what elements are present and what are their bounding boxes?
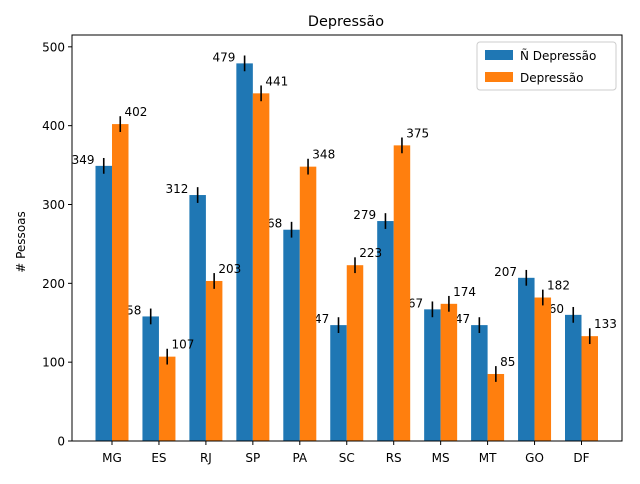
bar [299, 166, 317, 442]
data-label: 133 [594, 317, 617, 331]
data-label: 312 [165, 182, 188, 196]
x-tick-label: PA [292, 451, 307, 465]
y-tick-label: 500 [42, 40, 65, 54]
data-label: 279 [353, 208, 376, 222]
y-tick-label: 300 [42, 198, 65, 212]
x-tick-label: GO [525, 451, 544, 465]
data-label: 348 [312, 148, 335, 162]
bar [440, 303, 458, 441]
bar [189, 195, 206, 441]
y-tick-label: 400 [42, 119, 65, 133]
plot-frame [71, 34, 623, 442]
plot-area: 0100200300400500349158312479268147279167… [42, 40, 617, 465]
x-tick-label: ES [151, 451, 166, 465]
bar [236, 63, 253, 441]
x-tick-label: RJ [200, 451, 212, 465]
y-tick-label: 100 [42, 356, 65, 370]
data-label: 207 [494, 265, 517, 279]
series-1: 402 107 203 441 348 223 375 174 85 182 133 [112, 74, 617, 442]
legend-label: Depressão [520, 71, 584, 85]
legend-label: Ñ Depressão [520, 48, 596, 63]
legend-swatch [485, 50, 513, 60]
y-tick-label: 200 [42, 277, 65, 291]
bar [393, 145, 411, 441]
bar [487, 373, 505, 441]
legend-swatch [485, 72, 513, 82]
data-label: 402 [125, 105, 148, 119]
bar [518, 277, 535, 441]
bar [565, 314, 582, 441]
x-tick-label: SC [339, 451, 355, 465]
bar [95, 165, 112, 441]
bar [581, 336, 598, 441]
bar [534, 297, 552, 441]
y-axis-label: # Pessoas [14, 211, 28, 273]
bar [346, 265, 364, 441]
data-label: 479 [212, 50, 235, 64]
x-tick-label: MG [102, 451, 122, 465]
bar [471, 325, 488, 441]
data-label: 223 [359, 246, 382, 260]
bar [158, 356, 176, 441]
y-tick-label: 0 [57, 435, 65, 449]
data-label: 375 [406, 126, 429, 140]
bar [283, 229, 300, 441]
data-label: 85 [500, 355, 515, 369]
x-tick-label: MS [432, 451, 450, 465]
bar [142, 316, 159, 441]
x-tick-label: MT [479, 451, 497, 465]
x-tick-label: DF [573, 451, 589, 465]
bar [330, 325, 347, 441]
x-tick-label: RS [386, 451, 402, 465]
data-label: 441 [265, 74, 288, 88]
data-label: 203 [218, 262, 241, 276]
legend: Ñ Depressão Depressão [476, 41, 617, 91]
chart-title: Depressão [308, 14, 384, 30]
data-label: 107 [171, 338, 194, 352]
data-label: 349 [72, 153, 95, 167]
bar [112, 124, 129, 441]
bar [424, 309, 441, 441]
x-tick-label: SP [245, 451, 260, 465]
bar [377, 221, 394, 441]
data-label: 182 [547, 279, 570, 293]
data-label: 174 [453, 285, 476, 299]
bar [205, 280, 223, 441]
bar [252, 93, 270, 442]
